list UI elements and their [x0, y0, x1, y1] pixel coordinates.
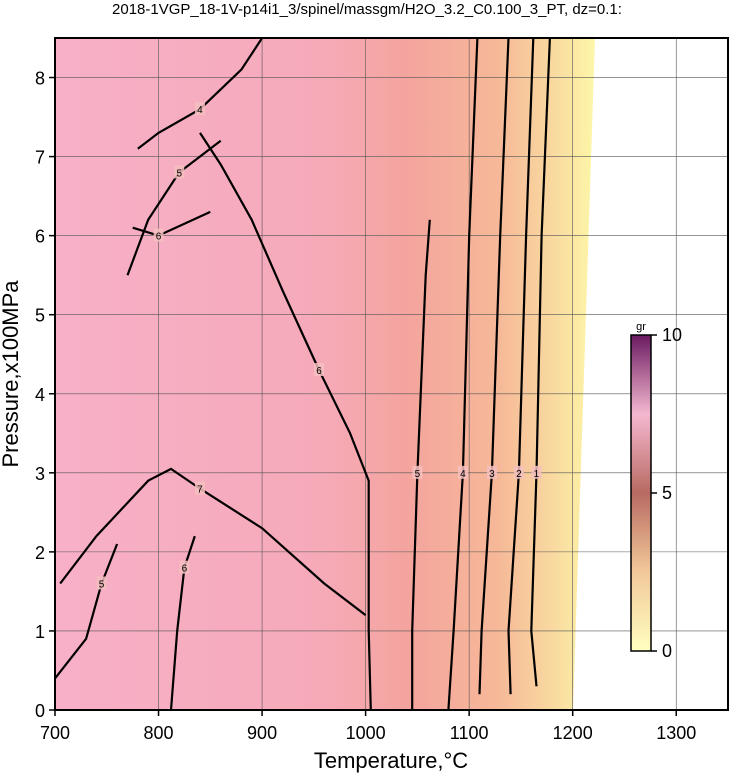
y-axis-label: Pressure,x100MPa [0, 280, 23, 468]
contour-line [54, 543, 119, 680]
field [55, 38, 595, 710]
x-tick-label: 900 [247, 723, 277, 743]
contour-label-bg [194, 102, 205, 116]
contour-label-bg [457, 465, 468, 479]
y-tick-label: 7 [35, 148, 45, 168]
contour-label: 4 [460, 469, 466, 480]
x-axis-label: Temperature,°C [314, 748, 468, 773]
contour-label: 2 [516, 469, 522, 480]
y-tick-label: 5 [35, 306, 45, 326]
contour-label: 5 [415, 469, 421, 480]
y-tick-label: 3 [35, 464, 45, 484]
contour-line [126, 139, 222, 276]
contour-label-bg [513, 465, 524, 479]
contour-label-bg [153, 228, 164, 242]
contour-label-bg [531, 465, 542, 479]
contour-label-bg [96, 576, 107, 590]
contour-label-bg [174, 165, 185, 179]
y-tick-label: 6 [35, 227, 45, 247]
colorbar-label: gr [636, 321, 646, 333]
y-tick-label: 1 [35, 622, 45, 642]
x-tick-label: 1100 [450, 723, 489, 743]
contour-line [169, 535, 196, 711]
colorbar [630, 334, 652, 652]
contour-label-bg [194, 481, 205, 495]
contour-label-bg [179, 560, 190, 574]
chart-title: 2018-1VGP_18-1V-p14i1_3/spinel/massgm/H2… [112, 1, 622, 18]
contour-label-bg [314, 363, 325, 377]
contours: 1 2 3 4 5 6 7 6 5 4 5 6 [54, 37, 551, 711]
contour-label-bg [412, 465, 423, 479]
y-tick-label: 0 [35, 701, 45, 721]
y-tick-label: 2 [35, 543, 45, 563]
colorbar-tick-label: 0 [662, 641, 672, 661]
x-tick-label: 700 [40, 723, 70, 743]
contour-label: 5 [99, 580, 105, 591]
x-tick-label: 1000 [346, 723, 386, 743]
contour-label: 7 [197, 485, 203, 496]
x-tick-label: 800 [144, 723, 174, 743]
frame [54, 37, 729, 711]
colorbar-tick-label: 10 [662, 325, 682, 345]
x-tick-label: 1300 [656, 723, 696, 743]
y-tick-label: 8 [35, 69, 45, 89]
y-tick-label: 4 [35, 385, 45, 405]
contour-label: 1 [534, 469, 540, 480]
contour-label: 5 [176, 168, 182, 179]
contour-label: 3 [489, 469, 495, 480]
colorbar-tick-label: 5 [662, 483, 672, 503]
contour-label: 6 [156, 232, 162, 243]
contour-label: 4 [197, 105, 203, 116]
grid [54, 38, 728, 711]
contour-label: 6 [182, 564, 188, 575]
contour-label: 6 [316, 366, 322, 377]
x-tick-label: 1200 [553, 723, 593, 743]
contour-label-bg [486, 465, 497, 479]
contour-line [59, 467, 367, 616]
